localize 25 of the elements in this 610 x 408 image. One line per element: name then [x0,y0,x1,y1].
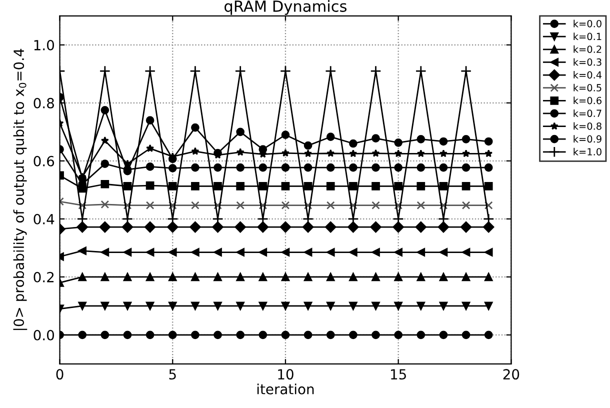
legend-label: k=0.0 [574,20,602,28]
legend-label: k=0.1 [574,32,602,40]
y-axis-title: |0> probability of output qubit to x$_{0}$=0.4 [13,48,28,330]
y-tick-label: 1.0 [34,40,54,50]
legend-label: k=0.6 [574,96,602,104]
x-tick-label: 20 [503,369,520,380]
y-tick-label: 0.6 [34,156,54,166]
x-axis-title: iteration [257,384,314,394]
y-tick-label: 0.4 [34,214,54,224]
legend-label: k=0.2 [574,45,602,53]
y-tick-label: 0.2 [34,272,54,282]
legend-label: k=0.9 [574,135,602,143]
legend-label: k=0.4 [574,71,602,79]
x-tick-label: 10 [278,369,294,380]
legend-label: k=0.5 [574,84,602,92]
legend-label: k=0.8 [574,122,602,130]
chart-title: qRAM Dynamics [224,0,346,15]
legend-label: k=0.3 [574,58,602,66]
x-tick-label: 5 [169,369,176,380]
x-tick-label: 15 [391,369,406,380]
y-tick-label: 0.8 [34,98,54,108]
legend-label: k=0.7 [574,109,602,118]
legend-label: k=1.0 [574,148,602,156]
x-tick-label: 0 [56,369,64,380]
y-tick-label: 0.0 [34,330,54,340]
